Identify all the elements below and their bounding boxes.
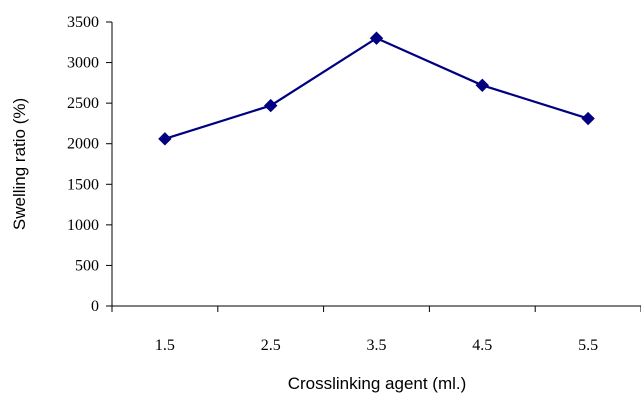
y-tick-label: 0 — [91, 298, 99, 315]
data-point-marker — [263, 98, 278, 113]
y-tick-label: 1000 — [67, 217, 99, 234]
y-axis-title: Swelling ratio (%) — [10, 98, 29, 230]
series-layer — [158, 31, 595, 146]
y-tick-label: 3500 — [67, 14, 99, 31]
x-tick-label: 1.5 — [155, 337, 175, 354]
x-tick-label: 2.5 — [261, 337, 281, 354]
y-tick-label: 3000 — [67, 55, 99, 72]
x-tick-label: 3.5 — [367, 337, 387, 354]
x-tick-label: 4.5 — [472, 337, 492, 354]
x-axis-title: Crosslinking agent (ml.) — [288, 374, 467, 393]
x-axis-ticks: 1.5 2.5 3.5 4.5 5.5 — [111, 306, 641, 354]
data-point-marker — [581, 111, 595, 126]
y-tick-label: 1500 — [67, 176, 99, 193]
series-line — [164, 36, 589, 140]
x-tick-label: 5.5 — [578, 337, 598, 354]
data-point-marker — [369, 31, 384, 45]
data-point-marker — [158, 132, 172, 146]
y-tick-label: 500 — [75, 257, 99, 274]
data-point-marker — [475, 78, 490, 92]
y-tick-label: 2000 — [67, 136, 99, 153]
y-axis-ticks: 0 500 1000 1500 2000 2500 3000 3500 — [67, 14, 112, 315]
y-tick-label: 2500 — [67, 95, 99, 112]
